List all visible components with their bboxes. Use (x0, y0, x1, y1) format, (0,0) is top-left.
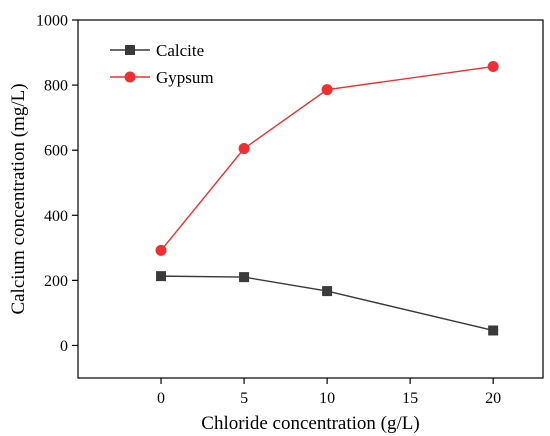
gypsum-point (155, 244, 167, 256)
gypsum-point (238, 143, 250, 155)
x-axis-title: Chloride concentration (g/L) (201, 413, 419, 434)
y-tick-label: 800 (44, 78, 68, 95)
x-tick-label: 10 (319, 390, 335, 407)
legend: Calcite Gypsum (110, 41, 214, 87)
gypsum-point (321, 84, 333, 96)
gypsum-point (487, 61, 499, 73)
x-tick-label: 5 (240, 390, 248, 407)
x-tick-label: 20 (485, 390, 501, 407)
x-tick-label: 15 (402, 390, 418, 407)
calcite-point (156, 271, 167, 282)
y-axis-title: Calcium concentration (mg/L) (8, 83, 29, 314)
y-tick-label: 1000 (36, 13, 68, 30)
y-tick-label: 400 (44, 208, 68, 225)
legend-label-calcite: Calcite (156, 41, 204, 60)
gypsum-series (155, 61, 499, 256)
gypsum-line (160, 65, 494, 251)
plot-frame (77, 19, 544, 379)
y-tick-label: 600 (44, 143, 68, 160)
legend-marker-gypsum (124, 71, 136, 83)
series-layer (155, 61, 499, 336)
y-tick-label: 200 (44, 273, 68, 290)
x-tick-label: 0 (157, 390, 165, 407)
calcite-line (161, 275, 494, 332)
calcite-series (156, 271, 499, 336)
y-tick-label: 0 (60, 338, 68, 355)
legend-marker-calcite (125, 45, 135, 55)
calcite-point (239, 272, 250, 283)
calcite-point (322, 286, 333, 297)
calcite-point (488, 325, 499, 336)
legend-label-gypsum: Gypsum (156, 68, 214, 87)
